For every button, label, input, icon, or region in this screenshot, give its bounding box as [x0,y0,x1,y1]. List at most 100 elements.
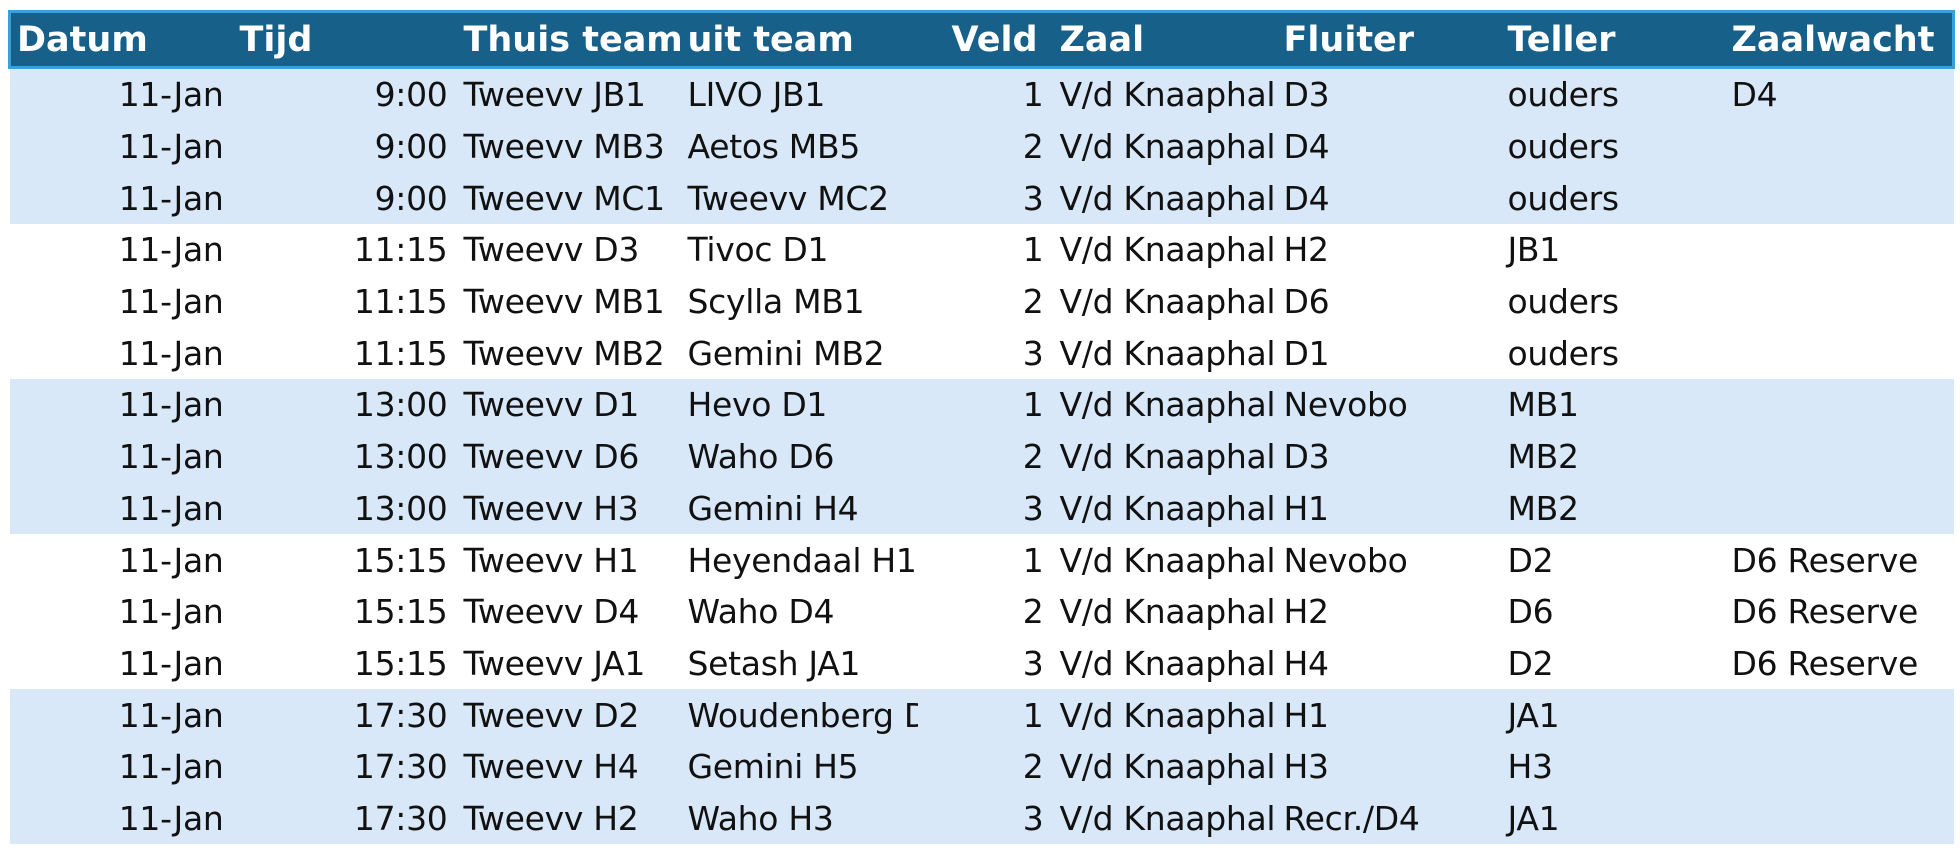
cell-tijd: 11:15 [353,230,448,270]
cell-zaalwacht [1725,482,1954,535]
cell-teller: H3 [1501,740,1726,793]
cell-zaal: V/d Knaaphal [1059,540,1276,580]
cell-thuis-team: Tweevv MB3 [457,120,682,173]
cell-datum: 11-Jan [9,740,234,793]
cell-tijd: 17:30 [233,792,458,845]
cell-thuis-team: Tweevv H1 [463,540,639,580]
cell-uit-team: Heyendaal H1 [687,540,917,580]
cell-zaalwacht [1725,120,1954,173]
cell-zaalwacht [1725,172,1954,225]
cell-teller: ouders [1501,120,1726,173]
table-row: 11-Jan 13:00 Tweevv H3 Gemini H4 3 V/d Knaaph… [9,482,1954,535]
cell-teller: ouders [1507,282,1620,322]
header-fluiter: Fluiter [1277,10,1502,69]
cell-thuis-team: Tweevv D6 [457,430,682,483]
table-row: 11-Jan 15:15 Tweevv H1 Heyendaal H1 1 V/d Kna… [10,534,1954,586]
cell-veld: 2 [1022,282,1044,322]
cell-zaalwacht [1726,327,1954,379]
cell-uit-team: Aetos MB5 [681,120,918,173]
cell-thuis-team: Tweevv D1 [457,379,682,431]
cell-zaal: V/d Knaaphal [1053,430,1278,483]
cell-fluiter: D6 [1283,282,1330,322]
cell-teller: MB2 [1501,482,1726,535]
cell-thuis-team: Tweevv H4 [457,740,682,793]
cell-thuis-team: Tweevv JA1 [463,643,646,683]
cell-datum: 11-Jan [9,67,234,121]
header-veld: Veld [917,10,1054,69]
cell-fluiter: H2 [1283,230,1330,270]
cell-tijd: 15:15 [353,592,448,632]
cell-datum: 11-Jan [118,540,224,580]
cell-fluiter: D3 [1277,430,1502,483]
cell-thuis-team: Tweevv H2 [457,792,682,845]
cell-veld: 1 [917,379,1054,431]
cell-teller: ouders [1501,67,1726,121]
cell-fluiter: D1 [1283,333,1330,373]
cell-zaalwacht: D6 Reserve [1731,643,1919,683]
cell-zaal: V/d Knaaphal [1059,230,1276,270]
cell-zaal: V/d Knaaphal [1053,689,1278,741]
cell-uit-team: Waho D6 [681,430,918,483]
cell-thuis-team: Tweevv MB1 [463,282,665,322]
cell-thuis-team: Tweevv D4 [463,592,640,632]
cell-zaal: V/d Knaaphal [1053,740,1278,793]
cell-veld: 2 [917,120,1054,173]
cell-tijd: 13:00 [233,379,458,431]
cell-zaalwacht [1725,689,1954,741]
table-row: 11-Jan 13:00 Tweevv D1 Hevo D1 1 V/d Knaaphal… [9,379,1954,431]
cell-thuis-team: Tweevv MB2 [463,333,665,373]
header-teller: Teller [1501,10,1726,69]
table-row: 11-Jan 13:00 Tweevv D6 Waho D6 2 V/d Knaaphal… [9,430,1954,483]
cell-fluiter: H3 [1277,740,1502,793]
cell-uit-team: Woudenberg D1 [681,689,918,741]
cell-uit-team: Gemini H5 [681,740,918,793]
cell-datum: 11-Jan [9,172,234,225]
cell-veld: 1 [917,689,1054,741]
cell-zaal: V/d Knaaphal [1059,282,1276,322]
cell-tijd: 17:30 [233,689,458,741]
cell-veld: 1 [1022,230,1044,270]
cell-zaal: V/d Knaaphal [1053,792,1278,845]
table-row: 11-Jan 11:15 Tweevv MB2 Gemini MB2 3 V/d Knaa… [10,327,1954,379]
cell-thuis-team: Tweevv D2 [457,689,682,741]
cell-veld: 2 [1022,592,1044,632]
cell-zaalwacht [1725,379,1954,431]
table-row: 11-Jan 17:30 Tweevv H4 Gemini H5 2 V/d Knaaph… [9,740,1954,793]
cell-veld: 3 [917,172,1054,225]
header-zaal: Zaal [1053,10,1278,69]
table-row: 11-Jan 15:15 Tweevv JA1 Setash JA1 3 V/d Knaa… [10,638,1954,690]
cell-teller: MB2 [1501,430,1726,483]
cell-veld: 2 [917,740,1054,793]
cell-uit-team: Setash JA1 [687,643,861,683]
table-row: 11-Jan 15:15 Tweevv D4 Waho D4 2 V/d Knaaphal… [10,586,1954,638]
cell-zaalwacht: D6 Reserve [1731,540,1919,580]
cell-zaal: V/d Knaaphal [1053,172,1278,225]
cell-fluiter: D4 [1277,120,1502,173]
cell-teller: JB1 [1507,230,1561,270]
table-row: 11-Jan 11:15 Tweevv D3 Tivoc D1 1 V/d Knaapha… [10,224,1954,276]
cell-fluiter: H1 [1277,482,1502,535]
cell-zaalwacht [1726,276,1954,328]
cell-fluiter: Recr./D4 [1277,792,1502,845]
cell-zaalwacht: D4 [1725,67,1954,121]
table-row: 11-Jan 17:30 Tweevv H2 Waho H3 3 V/d Knaaphal… [9,792,1954,845]
cell-datum: 11-Jan [118,230,224,270]
cell-teller: ouders [1507,333,1620,373]
table-row: 11-Jan 9:00 Tweevv JB1 LIVO JB1 1 V/d Knaapha… [9,67,1954,121]
cell-datum: 11-Jan [9,792,234,845]
cell-teller: D2 [1507,643,1554,683]
cell-tijd: 15:15 [353,643,448,683]
cell-zaalwacht [1725,740,1954,793]
cell-thuis-team: Tweevv H3 [457,482,682,535]
header-uit-team: uit team [681,10,918,69]
table-row: 11-Jan 9:00 Tweevv MB3 Aetos MB5 2 V/d Knaaph… [9,120,1954,173]
cell-veld: 3 [1022,643,1044,683]
cell-datum: 11-Jan [9,120,234,173]
cell-fluiter: D4 [1277,172,1502,225]
cell-uit-team: Tivoc D1 [687,230,829,270]
cell-teller: MB1 [1501,379,1726,431]
cell-veld: 1 [1022,540,1044,580]
cell-zaalwacht [1726,224,1954,276]
cell-veld: 2 [917,430,1054,483]
